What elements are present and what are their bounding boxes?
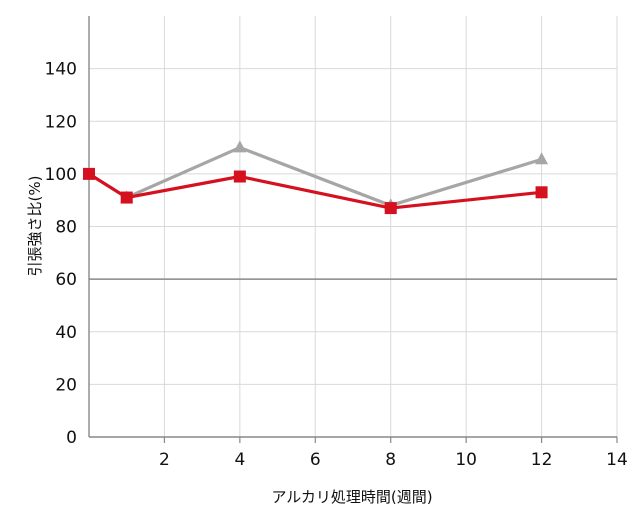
x-tick-label-6: 6 [310, 450, 321, 470]
y-tick-label-120: 120 [45, 112, 77, 132]
x-tick-label-4: 4 [234, 450, 245, 470]
x-tick-label-14: 14 [606, 450, 628, 470]
point-square-2 [233, 170, 246, 183]
series-layer [82, 140, 549, 215]
x-tick-label-2: 2 [159, 450, 170, 470]
x-axis-label: アルカリ処理時間(週間) [271, 488, 432, 506]
x-tick-label-10: 10 [455, 450, 477, 470]
point-square-4 [535, 186, 548, 199]
y-tick-label-60: 60 [55, 270, 77, 290]
y-tick-label-20: 20 [55, 375, 77, 395]
point-square-1 [120, 191, 133, 204]
y-tick-label-0: 0 [66, 428, 77, 448]
x-tick-label-8: 8 [385, 450, 396, 470]
y-tick-label-140: 140 [45, 60, 77, 80]
y-tick-label-40: 40 [55, 323, 77, 343]
y-tick-label-80: 80 [55, 218, 77, 238]
point-square-0 [83, 167, 95, 180]
grid [89, 16, 618, 437]
point-square-3 [384, 202, 397, 215]
y-axis-label: 引張強さ比(%) [26, 176, 44, 277]
y-tick-label-100: 100 [45, 165, 77, 185]
point-triangle-4 [535, 152, 549, 165]
axes [88, 16, 618, 443]
x-tick-label-12: 12 [531, 450, 553, 470]
point-triangle-2 [233, 140, 247, 153]
